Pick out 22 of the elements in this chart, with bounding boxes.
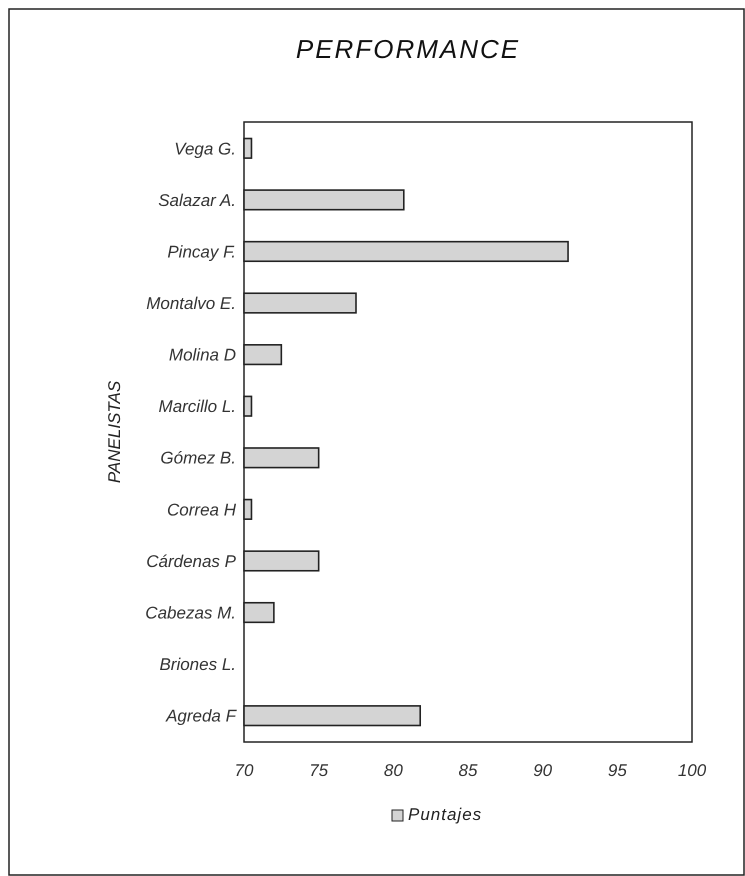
y-tick-label: Agreda F bbox=[165, 706, 238, 726]
x-tick-label: 80 bbox=[384, 761, 404, 780]
y-tick-label: Montalvo E. bbox=[146, 294, 236, 313]
y-tick-label: Pincay F. bbox=[167, 242, 236, 262]
y-axis-title: PANELISTAS bbox=[105, 380, 124, 484]
y-tick-label: Marcillo L. bbox=[158, 397, 236, 416]
y-tick-label: Salazar A. bbox=[158, 190, 236, 210]
legend-label: Puntajes bbox=[408, 805, 482, 824]
y-tick-label: Cabezas M. bbox=[145, 603, 236, 622]
y-tick-label: Cárdenas P bbox=[146, 552, 237, 571]
y-tick-label: Gómez B. bbox=[160, 448, 236, 468]
x-tick-label: 85 bbox=[458, 761, 478, 780]
y-tick-label: Molina D bbox=[168, 346, 236, 365]
x-tick-label: 95 bbox=[608, 761, 628, 780]
x-tick-label: 100 bbox=[678, 761, 707, 780]
x-tick-label: 70 bbox=[234, 761, 254, 780]
x-tick-label: 90 bbox=[533, 761, 553, 780]
y-tick-label: Vega G. bbox=[174, 139, 236, 158]
y-tick-label: Briones L. bbox=[159, 655, 236, 674]
x-tick-label: 75 bbox=[309, 761, 329, 780]
chart-title: PERFORMANCE bbox=[296, 34, 520, 64]
y-tick-label: Correa H bbox=[167, 500, 237, 520]
